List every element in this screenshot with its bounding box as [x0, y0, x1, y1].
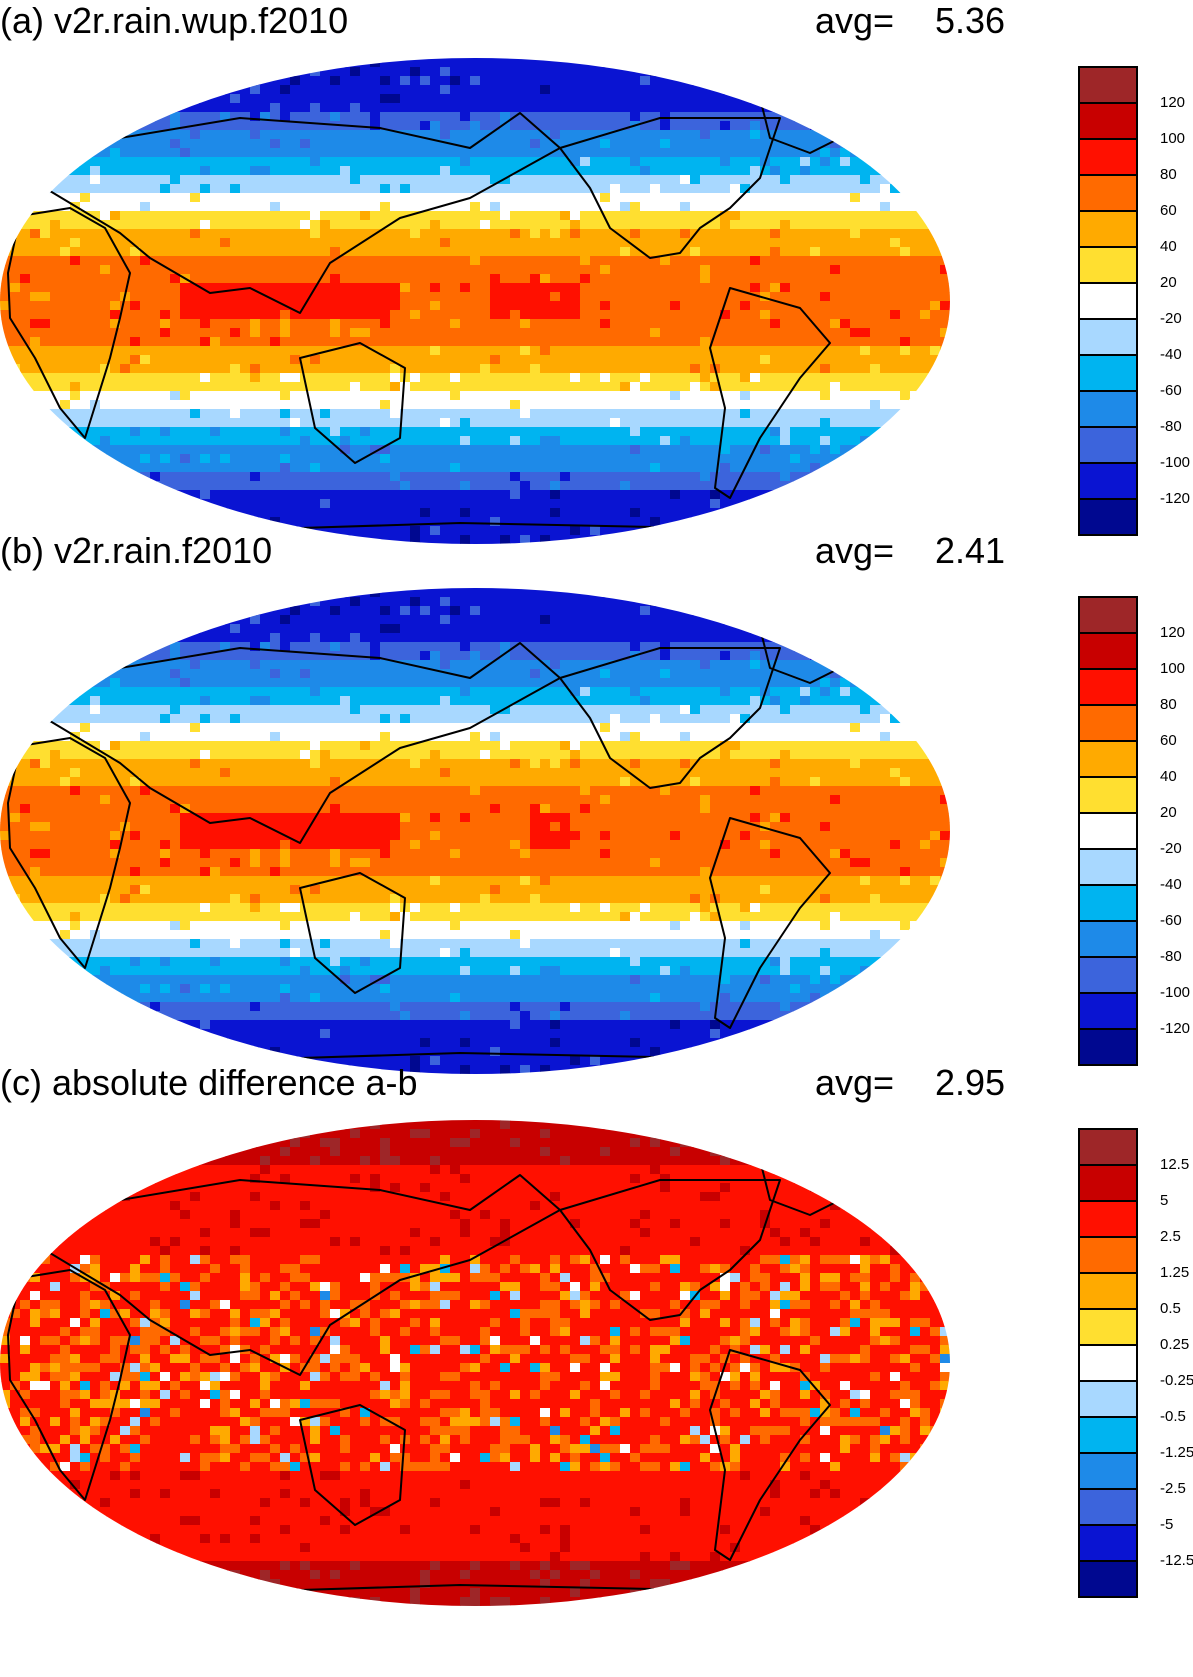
colorbar-tick-label: 60 [1160, 732, 1177, 749]
colorbar-tick-label: 5 [1160, 1192, 1169, 1209]
colorbar-tick-label: 100 [1160, 130, 1186, 147]
colorbar-swatch [1078, 66, 1138, 104]
difference-map [0, 1120, 950, 1606]
colorbar-tick-label: -12.5 [1160, 1552, 1193, 1569]
panel-b: (b) v2r.rain.f2010 avg= 2.41 120 100 80 60 4… [0, 530, 1193, 1102]
colorbar-swatch [1078, 920, 1138, 958]
colorbar-swatch [1078, 1200, 1138, 1238]
colorbar-tick-label: -100 [1160, 984, 1191, 1001]
panel-title: (c) absolute difference a-b [0, 1062, 418, 1103]
colorbar-tick-label: -0.25 [1160, 1372, 1193, 1389]
colorbar-swatch [1078, 1380, 1138, 1418]
colorbar-tick-label: 60 [1160, 202, 1177, 219]
colorbar-swatch [1078, 596, 1138, 634]
panel-title: (a) v2r.rain.wup.f2010 [0, 0, 349, 41]
colorbar-tick-label: -80 [1160, 418, 1182, 435]
avg-value: 2.41 [935, 530, 1006, 571]
colorbar-swatch [1078, 1028, 1138, 1066]
colorbar-swatch [1078, 210, 1138, 248]
colorbar-tick-label: -2.5 [1160, 1480, 1186, 1497]
avg-value: 5.36 [935, 0, 1006, 41]
colorbar-tick-label: 2.5 [1160, 1228, 1181, 1245]
data-cells [0, 588, 950, 1074]
colorbar-tick-label: -20 [1160, 310, 1182, 327]
colorbar-tick-label: 20 [1160, 274, 1177, 291]
colorbar-swatch [1078, 776, 1138, 814]
colorbar-swatch [1078, 632, 1138, 670]
colorbar-tick-label: 0.25 [1160, 1336, 1190, 1353]
colorbar-tick-label: -0.5 [1160, 1408, 1186, 1425]
colorbar-tick-label: 1.25 [1160, 1264, 1190, 1281]
colorbar-tick-label: 80 [1160, 166, 1177, 183]
colorbar: 120 100 80 60 40 20 -20 -40 -60 -80 -100 -120 [1078, 596, 1190, 1066]
colorbar-swatch [1078, 390, 1138, 428]
colorbar-tick-label: -40 [1160, 876, 1182, 893]
colorbar-tick-label: -60 [1160, 912, 1182, 929]
colorbar-swatch [1078, 102, 1138, 140]
colorbar-swatch [1078, 884, 1138, 922]
colorbar-tick-label: 12.5 [1160, 1156, 1190, 1173]
colorbar-tick-label: 120 [1160, 94, 1186, 111]
colorbar-tick-label: -1.25 [1160, 1444, 1193, 1461]
colorbar-tick-label: -100 [1160, 454, 1191, 471]
colorbar-swatch [1078, 1524, 1138, 1562]
colorbar-swatch [1078, 246, 1138, 284]
colorbar-swatch [1078, 174, 1138, 212]
colorbar-swatch [1078, 1416, 1138, 1454]
colorbar-tick-label: -120 [1160, 1020, 1191, 1037]
colorbar-swatch [1078, 1560, 1138, 1598]
colorbar-tick-label: 40 [1160, 238, 1177, 255]
panel-a: (a) v2r.rain.wup.f2010 avg= 5.36 120 100 8… [0, 0, 1193, 572]
colorbar-swatch [1078, 668, 1138, 706]
colorbar-tick-label: 40 [1160, 768, 1177, 785]
colorbar-swatch [1078, 498, 1138, 536]
colorbar-tick-label: -40 [1160, 346, 1182, 363]
precipitation-map [0, 588, 950, 1074]
colorbar-tick-label: -20 [1160, 840, 1182, 857]
colorbar-swatch [1078, 956, 1138, 994]
avg-label: avg= [815, 1062, 895, 1103]
colorbar-swatch [1078, 1308, 1138, 1346]
colorbar-tick-label: 120 [1160, 624, 1186, 641]
data-cells [0, 1120, 950, 1606]
colorbar-tick-label: -60 [1160, 382, 1182, 399]
colorbar-swatch [1078, 704, 1138, 742]
colorbar-swatch [1078, 138, 1138, 176]
colorbar-swatch [1078, 318, 1138, 356]
colorbar-swatch [1078, 426, 1138, 464]
colorbar: 120 100 80 60 40 20 -20 -40 -60 -80 -100 -120 [1078, 66, 1190, 536]
colorbar-swatch [1078, 812, 1138, 850]
colorbar-tick-label: 100 [1160, 660, 1186, 677]
colorbar-tick-label: 20 [1160, 804, 1177, 821]
colorbar-swatch [1078, 848, 1138, 886]
colorbar-swatch [1078, 992, 1138, 1030]
colorbar-swatch [1078, 462, 1138, 500]
colorbar-swatch [1078, 1344, 1138, 1382]
colorbar-swatch [1078, 1452, 1138, 1490]
precipitation-map [0, 58, 950, 544]
colorbar-tick-label: -5 [1160, 1516, 1174, 1533]
panel-title: (b) v2r.rain.f2010 [0, 530, 273, 571]
panel-c: (c) absolute difference a-b avg= 2.95 12… [0, 1062, 1193, 1634]
colorbar: 12.5 5 2.5 1.25 0.5 0.25 -0.25 -0.5 -1.25 -2.5 -5 -… [1078, 1128, 1193, 1598]
colorbar-swatch [1078, 1128, 1138, 1166]
colorbar-tick-label: -120 [1160, 490, 1191, 507]
colorbar-swatch [1078, 740, 1138, 778]
colorbar-swatch [1078, 1164, 1138, 1202]
colorbar-tick-label: 0.5 [1160, 1300, 1181, 1317]
data-cells [0, 58, 950, 544]
avg-value: 2.95 [935, 1062, 1006, 1103]
colorbar-tick-label: -80 [1160, 948, 1182, 965]
colorbar-swatch [1078, 282, 1138, 320]
colorbar-swatch [1078, 1272, 1138, 1310]
colorbar-swatch [1078, 1488, 1138, 1526]
colorbar-swatch [1078, 1236, 1138, 1274]
avg-label: avg= [815, 530, 895, 571]
colorbar-swatch [1078, 354, 1138, 392]
colorbar-tick-label: 80 [1160, 696, 1177, 713]
avg-label: avg= [815, 0, 895, 41]
